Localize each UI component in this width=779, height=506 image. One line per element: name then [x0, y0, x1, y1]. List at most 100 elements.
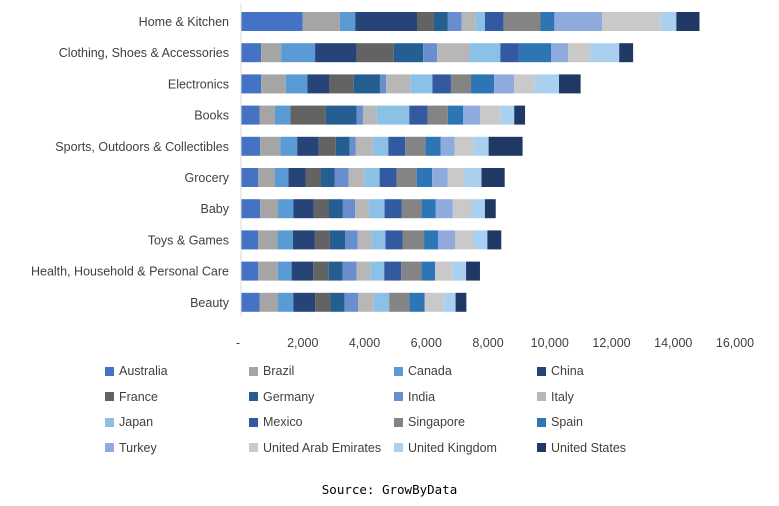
legend-item: China [537, 364, 584, 378]
legend-item: Australia [105, 364, 168, 378]
bar-segment [290, 105, 326, 125]
bar-segment [500, 43, 519, 63]
bar-segment [432, 74, 451, 94]
bar-segment [464, 168, 482, 187]
bar-segment [427, 105, 448, 125]
bar-segment [384, 199, 402, 219]
legend-swatch [537, 443, 546, 452]
bar-segment [421, 199, 436, 219]
bar-segment [356, 261, 371, 281]
bar-segment [447, 105, 464, 125]
bar-segment [401, 199, 422, 219]
legend-swatch [105, 366, 114, 376]
legend-label: China [551, 364, 584, 378]
x-tick-label: 14,000 [654, 336, 692, 350]
bar-segment [466, 261, 480, 281]
legend-item: Brazil [249, 364, 294, 378]
bar-segment [320, 168, 335, 187]
bar-segment [454, 230, 474, 250]
bar-segment [277, 230, 293, 250]
legend-swatch [249, 443, 258, 452]
bar-segment [473, 230, 488, 250]
bar-segment [554, 12, 603, 31]
bar-segment [280, 136, 298, 156]
bar-segment [589, 43, 620, 63]
bar-segment [291, 261, 314, 281]
legend-item: Canada [394, 364, 452, 378]
bar-segment [241, 230, 259, 250]
bar-segment [241, 199, 261, 219]
legend-swatch [249, 366, 258, 376]
x-tick-label: - [236, 336, 240, 350]
bar-segment [514, 74, 535, 94]
legend-label: United Arab Emirates [263, 440, 382, 455]
bar-segment [355, 199, 370, 219]
bar-segment [370, 261, 385, 281]
bar-segment [559, 74, 581, 94]
bar-segment [259, 292, 279, 312]
bar-segment [278, 292, 294, 312]
bar-segment [358, 292, 374, 312]
legend-item: India [394, 390, 435, 404]
bar-segment [676, 12, 700, 31]
bar-segment [619, 43, 634, 63]
bar-segment [278, 199, 294, 219]
x-tick-label: 8,000 [472, 336, 503, 350]
bar-segment [274, 105, 291, 125]
legend-swatch [537, 417, 546, 427]
bar-segment [471, 74, 495, 94]
bar-segment [410, 74, 433, 94]
bar-segment [293, 199, 314, 219]
bar-segment [379, 74, 387, 94]
bar-segment [416, 168, 433, 187]
bar-segment [241, 74, 262, 94]
bar-segment [423, 43, 438, 63]
bar-segment [315, 292, 331, 312]
bar-segment [389, 292, 410, 312]
category-label: Baby [201, 202, 230, 216]
bar-segment [437, 230, 455, 250]
bar-segment [469, 43, 501, 63]
bar-segment [425, 136, 441, 156]
bar-segment [258, 261, 278, 281]
bar-segment [454, 136, 474, 156]
bar-segment [261, 43, 282, 63]
bar-segment [364, 168, 380, 187]
legend-item: Singapore [394, 415, 465, 429]
bar-segment [315, 43, 357, 63]
legend-swatch [394, 443, 403, 452]
x-tick-label: 4,000 [349, 336, 380, 350]
category-label: Books [194, 109, 229, 123]
bar-segment [488, 136, 523, 156]
legend-label: Spain [551, 415, 583, 429]
legend-swatch [249, 417, 258, 427]
legend-swatch [394, 366, 403, 376]
bar-segment [551, 43, 569, 63]
bar-segment [660, 12, 677, 31]
bar-segment [443, 292, 456, 312]
bar-segment [328, 199, 343, 219]
bar-segment [335, 136, 350, 156]
bar-segment [385, 230, 403, 250]
bar-segment [568, 43, 590, 63]
bar-segment [281, 43, 316, 63]
legend-swatch [537, 366, 546, 376]
bar-segment [259, 105, 275, 125]
bar-segment [342, 199, 356, 219]
legend-swatch [105, 417, 114, 427]
bar-segment [353, 74, 380, 94]
legend-swatch [105, 392, 114, 401]
category-label: Beauty [190, 296, 230, 310]
bar-segment [372, 136, 389, 156]
bar-segment [435, 261, 453, 281]
category-label: Clothing, Shoes & Accessories [59, 46, 229, 60]
legend-swatch [537, 392, 546, 401]
bar-segment [241, 168, 259, 187]
legend-item: United Arab Emirates [249, 441, 381, 455]
bar-segment [455, 292, 467, 312]
bar-segment [376, 105, 410, 125]
category-label: Sports, Outdoors & Collectibles [55, 140, 229, 154]
bar-segment [356, 43, 394, 63]
bar-segment [355, 12, 417, 31]
bar-segment [241, 136, 261, 156]
